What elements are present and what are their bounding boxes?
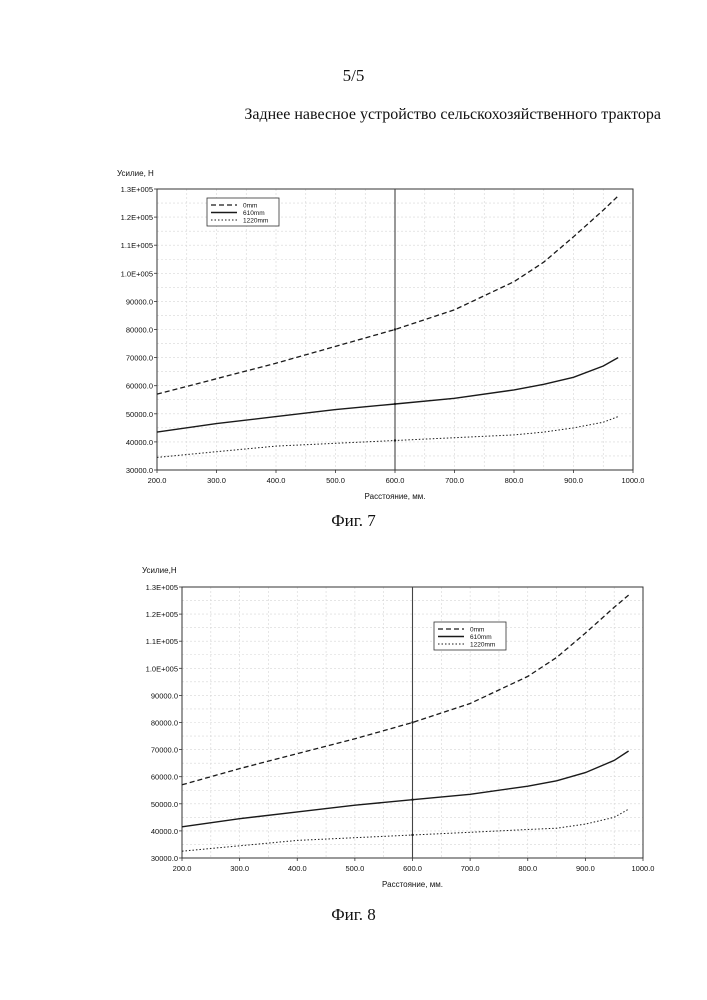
y-axis-label: Усилие, Н bbox=[117, 169, 154, 178]
x-tick-label: 800.0 bbox=[505, 476, 524, 485]
y-tick-label: 70000.0 bbox=[151, 746, 178, 755]
y-tick-label: 1.1E+005 bbox=[146, 637, 178, 646]
y-tick-label: 80000.0 bbox=[126, 326, 153, 335]
x-tick-label: 900.0 bbox=[564, 476, 583, 485]
x-tick-label: 200.0 bbox=[173, 864, 192, 873]
x-tick-label: 600.0 bbox=[403, 864, 422, 873]
figure-caption: Фиг. 7 bbox=[0, 511, 707, 531]
y-tick-label: 70000.0 bbox=[126, 354, 153, 363]
x-tick-label: 700.0 bbox=[461, 864, 480, 873]
legend-label: 0mm bbox=[470, 627, 484, 634]
document-title: Заднее навесное устройство сельскохозяйс… bbox=[0, 106, 707, 124]
x-tick-label: 300.0 bbox=[230, 864, 249, 873]
y-tick-label: 50000.0 bbox=[151, 800, 178, 809]
figure-7: 30000.0 40000.0 50000.0 60000.0 70000.0 80000… bbox=[0, 165, 707, 545]
y-tick-label: 1.3E+005 bbox=[146, 583, 178, 592]
x-tick-label: 400.0 bbox=[288, 864, 307, 873]
y-tick-label: 1.0E+005 bbox=[146, 664, 178, 673]
y-tick-label: 50000.0 bbox=[126, 410, 153, 419]
series-line-1220mm bbox=[182, 809, 629, 851]
y-tick-label: 40000.0 bbox=[126, 438, 153, 447]
x-axis-label: Расстояние, мм. bbox=[365, 492, 426, 501]
x-tick-label: 500.0 bbox=[345, 864, 364, 873]
legend-label: 610mm bbox=[470, 634, 492, 641]
x-tick-label: 600.0 bbox=[386, 476, 405, 485]
series-point-0mm bbox=[411, 721, 413, 723]
y-tick-label: 60000.0 bbox=[126, 382, 153, 391]
page-number: 5/5 bbox=[0, 66, 707, 86]
chart-fig-8: 30000.0 40000.0 50000.0 60000.0 70000.0 80000… bbox=[0, 562, 707, 907]
x-tick-label: 1000.0 bbox=[632, 864, 655, 873]
x-tick-label: 800.0 bbox=[518, 864, 537, 873]
series-point-1220mm bbox=[411, 834, 413, 836]
y-tick-label: 60000.0 bbox=[151, 773, 178, 782]
x-axis-label: Расстояние, мм. bbox=[382, 880, 443, 889]
x-tick-label: 900.0 bbox=[576, 864, 595, 873]
x-tick-label: 500.0 bbox=[326, 476, 345, 485]
y-tick-label: 1.3E+005 bbox=[121, 185, 153, 194]
x-tick-label: 1000.0 bbox=[622, 476, 645, 485]
y-axis-label: Усилие,Н bbox=[142, 566, 177, 575]
series-line-610mm bbox=[157, 358, 618, 433]
series-point-0mm bbox=[394, 328, 396, 330]
figure-caption: Фиг. 8 bbox=[0, 905, 707, 925]
legend-label: 0mm bbox=[243, 203, 257, 210]
y-tick-label: 1.1E+005 bbox=[121, 241, 153, 250]
series-point-610mm bbox=[394, 403, 396, 405]
y-tick-label: 30000.0 bbox=[126, 466, 153, 475]
series-line-0mm bbox=[182, 595, 629, 785]
x-tick-label: 200.0 bbox=[148, 476, 167, 485]
series-point-1220mm bbox=[394, 439, 396, 441]
legend-label: 1220mm bbox=[243, 218, 268, 225]
y-tick-label: 1.2E+005 bbox=[121, 213, 153, 222]
figure-8: 30000.0 40000.0 50000.0 60000.0 70000.0 80000… bbox=[0, 562, 707, 942]
y-tick-label: 90000.0 bbox=[126, 297, 153, 306]
y-tick-label: 1.0E+005 bbox=[121, 269, 153, 278]
legend-label: 610mm bbox=[243, 210, 265, 217]
y-tick-label: 30000.0 bbox=[151, 854, 178, 863]
y-tick-label: 40000.0 bbox=[151, 827, 178, 836]
x-tick-label: 700.0 bbox=[445, 476, 464, 485]
x-tick-label: 300.0 bbox=[207, 476, 226, 485]
y-tick-label: 80000.0 bbox=[151, 719, 178, 728]
legend-label: 1220mm bbox=[470, 642, 495, 649]
y-tick-label: 90000.0 bbox=[151, 691, 178, 700]
series-point-610mm bbox=[411, 799, 413, 801]
x-tick-label: 400.0 bbox=[267, 476, 286, 485]
legend: 0mm610mm1220mm bbox=[434, 622, 506, 650]
y-tick-label: 1.2E+005 bbox=[146, 610, 178, 619]
legend: 0mm610mm1220mm bbox=[207, 198, 279, 226]
chart-fig-7: 30000.0 40000.0 50000.0 60000.0 70000.0 80000… bbox=[0, 165, 707, 515]
series-line-610mm bbox=[182, 751, 629, 827]
